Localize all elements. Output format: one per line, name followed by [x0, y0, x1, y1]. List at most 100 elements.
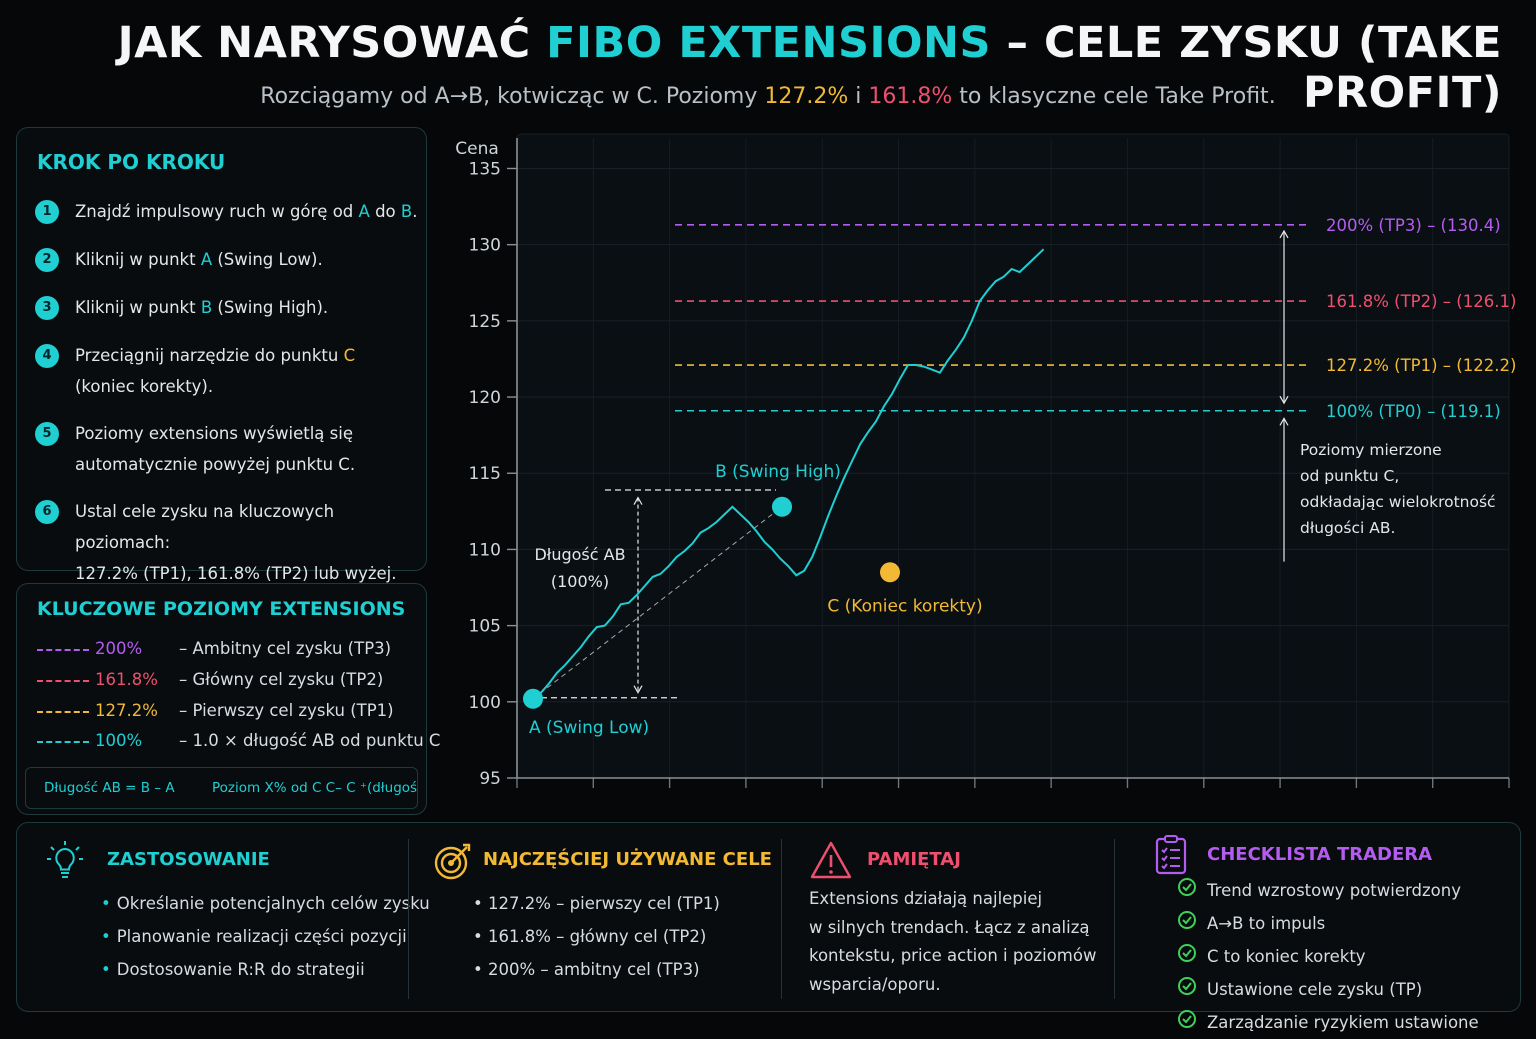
levels-panel: KLUCZOWE POZIOMY EXTENSIONS 200% – Ambit…: [16, 583, 441, 815]
checklist-list: Trend wzrostowy potwierdzony A→B to impu…: [1177, 874, 1479, 1039]
fibo-chart: 95 100 105 110 115 120 125 130 135 Cena 200% (TP…: [455, 133, 1516, 789]
step-text: Przeciągnij narzędzie do punktu: [75, 346, 344, 365]
level-percent: 127.2%: [95, 701, 158, 720]
checklist-item: Ustawione cele zysku (TP): [1177, 973, 1479, 1006]
y-tick-label: 95: [479, 769, 501, 789]
check-icon: [1178, 944, 1196, 962]
steps-heading: KROK PO KROKU: [37, 150, 226, 174]
targets-heading: NAJCZĘŚCIEJ UŻYWANE CELE: [483, 849, 772, 870]
step-text: (Swing Low).: [212, 250, 323, 269]
step-point: A: [200, 250, 213, 269]
divider: [408, 839, 409, 999]
step-text: Poziomy extensions wyświetlą się: [75, 424, 353, 443]
ab-trend-guide: [532, 506, 783, 700]
annotations: Długość AB (100%) Poziomy mierzone od punkt…: [534, 441, 1495, 591]
usage-list: • Określanie potencjalnych celów zysku • P…: [101, 887, 430, 986]
bottom-panel: ZASTOSOWANIE • Określanie potencjalnych c…: [16, 822, 1521, 1032]
levels-heading: KLUCZOWE POZIOMY EXTENSIONS: [37, 598, 406, 620]
swing-point-marker: [880, 562, 900, 583]
step-text: automatycznie powyżej punktu C.: [75, 455, 356, 474]
step-point: B: [400, 202, 413, 221]
checklist-item: C to koniec korekty: [1177, 940, 1479, 973]
step-number: 6: [35, 500, 59, 524]
arrow-up-icon: [633, 496, 643, 505]
swing-points: A (Swing Low) B (Swing High) C (Koniec kor…: [523, 462, 983, 738]
step-text: do: [369, 202, 401, 221]
measure-annotation: od punktu C,: [1300, 467, 1399, 485]
axes: 95 100 105 110 115 120 125 130 135: [469, 138, 1510, 789]
targets-item: • 200% – ambitny cel (TP3): [473, 960, 700, 979]
fib-level-label: 161.8% (TP2) – (126.1): [1326, 292, 1516, 311]
step-point: A: [358, 202, 370, 221]
checklist-item: A→B to impuls: [1177, 907, 1479, 940]
y-tick-label: 110: [469, 540, 501, 560]
title-highlight: FIBO EXTENSIONS: [546, 18, 992, 68]
ab-length-annotation: (100%): [551, 572, 609, 591]
arrow-up-icon: [1279, 229, 1289, 239]
y-tick-label: 105: [469, 617, 501, 637]
usage-section: ZASTOSOWANIE • Określanie potencjalnych c…: [43, 823, 430, 1013]
y-tick-label: 135: [469, 159, 501, 179]
level-description: – 1.0 × długość AB od punktu C: [179, 731, 441, 750]
ab-length-annotation: Długość AB: [534, 545, 625, 564]
swing-point-marker: [772, 496, 792, 517]
lightbulb-icon: [47, 841, 83, 878]
guides: [532, 229, 1289, 700]
swing-point-marker: [523, 688, 543, 709]
steps-panel: KROK PO KROKU 1 Znajdź impulsowy ruch w …: [16, 127, 427, 583]
targets-list: • 127.2% – pierwszy cel (TP1) • 161.8% –…: [473, 887, 720, 986]
step-number: 5: [35, 422, 59, 446]
y-axis-label: Cena: [455, 139, 499, 159]
step-number: 1: [35, 200, 59, 224]
subtitle-value-1272: 127.2%: [764, 84, 849, 109]
usage-item: • Planowanie realizacji części pozycji: [101, 927, 407, 946]
target-icon: [434, 843, 471, 880]
step-number: 3: [35, 296, 59, 320]
measure-annotation: Poziomy mierzone: [1300, 441, 1442, 459]
page-title: JAK NARYSOWAĆ FIBO EXTENSIONS – CELE ZYS…: [0, 18, 1536, 118]
checklist-heading: CHECKLISTA TRADERA: [1207, 844, 1433, 865]
remember-line: Extensions działają najlepiej: [809, 889, 1043, 908]
remember-line: w silnych trendach. Łącz z analizą: [809, 917, 1090, 937]
step-text: .: [412, 202, 418, 221]
title-part2: – CELE ZYSKU (TAKE PROFIT): [991, 18, 1502, 118]
y-tick-label: 115: [469, 464, 501, 484]
check-icon: [1178, 1010, 1196, 1028]
swing-point-label: B (Swing High): [715, 462, 841, 482]
formula-ab: Długość AB = B – A: [44, 780, 175, 796]
targets-item: • 127.2% – pierwszy cel (TP1): [473, 894, 720, 913]
targets-section: NAJCZĘŚCIEJ UŻYWANE CELE • 127.2% – pier…: [431, 823, 781, 1013]
step-text: Ustal cele zysku na kluczowych poziomach…: [75, 502, 335, 552]
usage-item: • Dostosowanie R:R do strategii: [101, 960, 365, 979]
remember-section: PAMIĘTAJ Extensions działają najlepiej w…: [809, 823, 1109, 1013]
checklist-item: Zarządzanie ryzykiem ustawione: [1177, 1006, 1479, 1039]
check-icon: [1178, 878, 1196, 896]
y-tick-label: 120: [469, 388, 501, 408]
measure-annotation: długości AB.: [1300, 519, 1395, 537]
level-percent: 200%: [95, 639, 143, 658]
fib-level-label: 100% (TP0) – (119.1): [1326, 402, 1501, 421]
targets-item: • 161.8% – główny cel (TP2): [473, 927, 707, 946]
level-percent: 161.8%: [95, 670, 158, 689]
remember-line: kontekstu, price action i poziomów: [809, 946, 1097, 965]
subtitle-mid: i: [848, 84, 869, 109]
price-line: [532, 248, 1045, 700]
subtitle-part1: Rozciągamy od A→B, kotwicząc w C. Poziom…: [260, 84, 765, 109]
step-point: B: [200, 298, 213, 317]
level-description: – Pierwszy cel zysku (TP1): [179, 701, 394, 720]
checklist-section: CHECKLISTA TRADERA Trend wzrostowy potwi…: [1149, 823, 1509, 1032]
arrow-down-icon: [1279, 395, 1289, 405]
y-tick-label: 125: [469, 312, 501, 332]
step-text: (koniec korekty).: [75, 377, 214, 396]
arrow-up-icon: [1279, 417, 1289, 426]
step-point: C: [343, 346, 356, 365]
level-dash: [37, 711, 89, 713]
subtitle-value-1618: 161.8%: [868, 84, 953, 109]
level-description: – Ambitny cel zysku (TP3): [179, 639, 392, 658]
remember-heading: PAMIĘTAJ: [867, 849, 961, 870]
check-icon: [1178, 911, 1196, 929]
fib-levels: 200% (TP3) – (130.4) 161.8% (TP2) – (126.…: [675, 216, 1516, 421]
step-text: Kliknij w punkt: [75, 298, 201, 317]
usage-heading: ZASTOSOWANIE: [107, 849, 270, 870]
step-text: Kliknij w punkt: [75, 250, 201, 269]
